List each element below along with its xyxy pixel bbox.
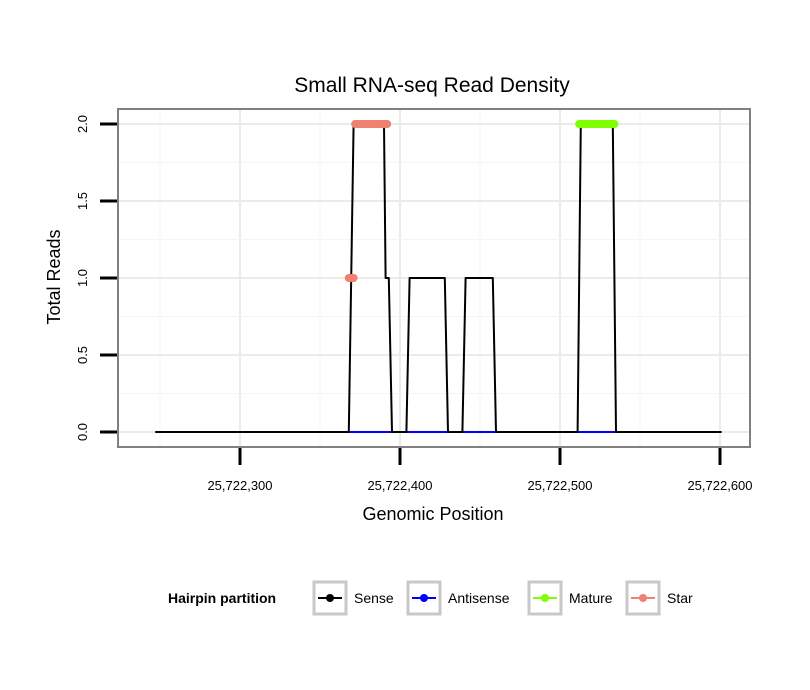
legend-entry-sense: Sense bbox=[312, 580, 394, 616]
star-point bbox=[383, 120, 392, 128]
x-tick-label: 25,722,600 bbox=[687, 478, 752, 493]
legend-key-point bbox=[326, 594, 334, 602]
y-tick-label: 0.0 bbox=[75, 423, 90, 441]
legend-entry-mature: Mature bbox=[527, 580, 613, 616]
legend-entry-star: Star bbox=[625, 580, 693, 616]
y-tick-label: 2.0 bbox=[75, 115, 90, 133]
y-axis-label: Total Reads bbox=[44, 229, 64, 324]
y-tick-label: 1.5 bbox=[75, 192, 90, 210]
x-tick-label: 25,722,400 bbox=[367, 478, 432, 493]
star-point bbox=[349, 274, 358, 282]
x-axis: 25,722,300 25,722,400 25,722,500 25,722,600 bbox=[207, 448, 753, 493]
legend-label: Star bbox=[667, 590, 693, 606]
legend-label: Sense bbox=[354, 590, 394, 606]
y-tick-label: 1.0 bbox=[75, 269, 90, 287]
legend-key-point bbox=[541, 594, 549, 602]
y-axis: 0.0 0.5 1.0 1.5 2.0 bbox=[75, 115, 117, 441]
plot-border bbox=[117, 108, 751, 448]
mature-point bbox=[610, 120, 619, 128]
x-tick-label: 25,722,500 bbox=[527, 478, 592, 493]
legend-key-point bbox=[420, 594, 428, 602]
legend: Hairpin partition Sense Antisense Mature St… bbox=[168, 580, 693, 616]
legend-label: Antisense bbox=[448, 590, 510, 606]
legend-entries: Sense Antisense Mature Star bbox=[312, 580, 693, 616]
x-tick-label: 25,722,300 bbox=[207, 478, 272, 493]
series-layer bbox=[155, 120, 722, 433]
plot-panel bbox=[117, 108, 751, 448]
chart-title: Small RNA-seq Read Density bbox=[294, 74, 570, 97]
legend-key-point bbox=[639, 594, 647, 602]
legend-entry-antisense: Antisense bbox=[406, 580, 510, 616]
y-tick-label: 0.5 bbox=[75, 346, 90, 364]
legend-label: Mature bbox=[569, 590, 613, 606]
legend-title: Hairpin partition bbox=[168, 590, 276, 606]
x-axis-label: Genomic Position bbox=[362, 504, 503, 524]
